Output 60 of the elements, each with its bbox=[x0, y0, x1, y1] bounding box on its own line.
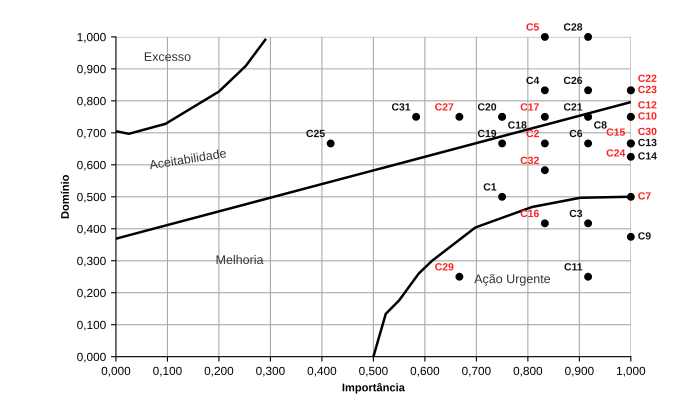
data-label: C21 bbox=[564, 103, 582, 111]
data-label: C25 bbox=[306, 130, 325, 138]
y-axis-title: Domínio bbox=[60, 175, 69, 218]
x-tick-label: 1,000 bbox=[616, 366, 646, 376]
annotation: Excesso bbox=[144, 52, 191, 62]
annotation: Melhoria bbox=[216, 254, 264, 264]
x-tick-label: 0,500 bbox=[359, 366, 388, 376]
x-tick-label: 0,900 bbox=[565, 366, 594, 376]
data-label: C2 bbox=[526, 130, 539, 138]
annotation: Aceitabilidade bbox=[148, 148, 226, 170]
y-tick-label: 0,000 bbox=[77, 352, 106, 362]
y-tick-label: 0,100 bbox=[77, 320, 106, 331]
y-tick-label: 0,700 bbox=[77, 128, 106, 139]
data-label: C1 bbox=[484, 183, 496, 191]
data-label: C4 bbox=[526, 76, 540, 84]
data-label: C13 bbox=[638, 138, 657, 146]
data-label: C30 bbox=[638, 128, 656, 136]
y-tick-label: 0,600 bbox=[77, 160, 106, 171]
x-tick-label: 0,300 bbox=[256, 366, 285, 376]
x-tick-label: 0,000 bbox=[102, 366, 130, 376]
data-label: C16 bbox=[520, 210, 539, 218]
data-label: C31 bbox=[392, 103, 410, 111]
x-tick-label: 0,400 bbox=[308, 366, 336, 376]
x-tick-label: 0,100 bbox=[153, 366, 182, 376]
annotation: Ação Urgente bbox=[474, 274, 550, 286]
data-label: C9 bbox=[638, 232, 651, 240]
y-tick-label: 0,300 bbox=[77, 256, 106, 267]
data-label: C24 bbox=[606, 149, 626, 157]
y-tick-label: 1,000 bbox=[78, 32, 106, 43]
data-label: C26 bbox=[564, 76, 582, 84]
data-label: C3 bbox=[570, 210, 582, 218]
data-label: C18 bbox=[508, 121, 526, 129]
y-tick-label: 0,200 bbox=[77, 288, 106, 299]
data-label: C27 bbox=[435, 103, 454, 111]
x-tick-label: 0,700 bbox=[462, 366, 491, 376]
x-tick-label: 0,800 bbox=[514, 366, 542, 376]
x-tick-label: 0,200 bbox=[204, 366, 234, 376]
data-label: C7 bbox=[638, 192, 651, 200]
y-tick-label: 0,400 bbox=[77, 224, 106, 235]
data-label: C15 bbox=[606, 128, 626, 136]
x-axis-title: Importância bbox=[342, 382, 405, 394]
data-label: C10 bbox=[638, 112, 656, 120]
data-label: C29 bbox=[435, 263, 454, 271]
y-tick-label: 0,800 bbox=[77, 96, 106, 107]
data-label: C5 bbox=[526, 23, 540, 31]
data-label: C32 bbox=[520, 156, 539, 164]
y-tick-label: 0,500 bbox=[77, 192, 106, 203]
data-label: C17 bbox=[520, 103, 539, 111]
data-label: C11 bbox=[564, 263, 582, 271]
data-label: C12 bbox=[638, 101, 656, 109]
data-label: C14 bbox=[638, 152, 657, 160]
data-label: C28 bbox=[564, 23, 582, 31]
data-label: C23 bbox=[638, 86, 657, 94]
data-label: C20 bbox=[478, 103, 496, 111]
x-tick-label: 0,600 bbox=[410, 366, 440, 376]
data-label: C6 bbox=[570, 130, 582, 138]
y-tick-label: 0,900 bbox=[77, 64, 106, 75]
data-label: C8 bbox=[594, 121, 607, 129]
data-label: C22 bbox=[638, 74, 656, 82]
data-label: C19 bbox=[478, 130, 496, 138]
